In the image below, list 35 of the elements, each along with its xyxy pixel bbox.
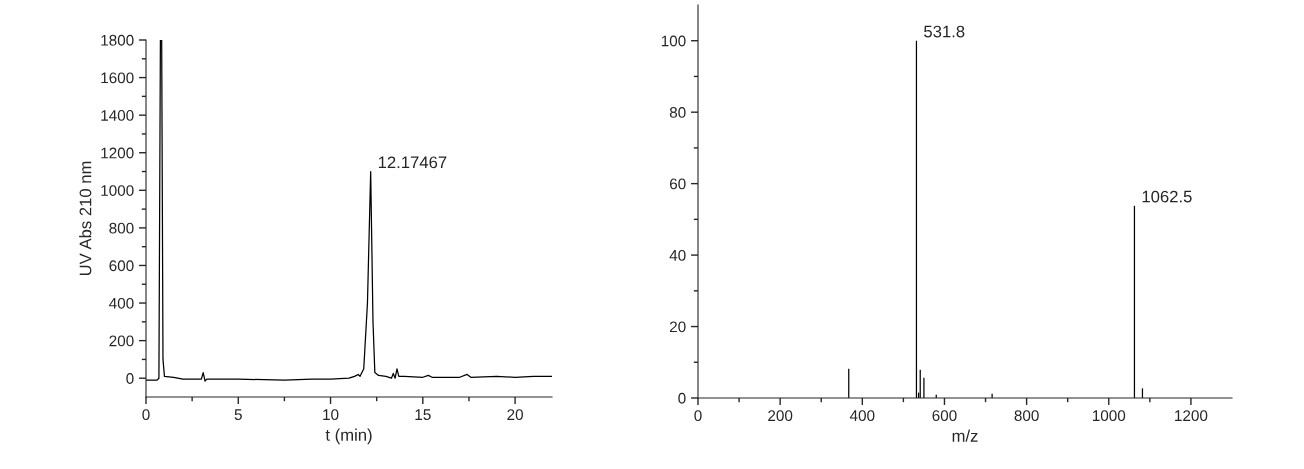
x-tick-label: 800	[1014, 410, 1039, 422]
x-tick-label: 600	[932, 410, 957, 422]
x-tick-label: 200	[768, 410, 793, 422]
y-axis-title: UV Abs 210 nm	[79, 161, 92, 276]
y-tick-label: 400	[109, 297, 134, 309]
y-tick-label: 1400	[101, 110, 134, 121]
y-tick-label: 0	[678, 392, 686, 404]
x-axis-title: t (min)	[325, 428, 372, 445]
y-tick-label: 80	[669, 107, 686, 118]
y-tick-label: 60	[669, 178, 686, 190]
line-series	[146, 40, 552, 382]
x-tick-label: 0	[694, 410, 702, 422]
y-tick-label: 40	[669, 249, 686, 261]
y-tick-label: 600	[109, 260, 134, 272]
x-tick-label: 15	[415, 409, 431, 421]
y-tick-label: 800	[109, 222, 134, 234]
y-tick-label: 1600	[101, 72, 134, 84]
y-tick-label: 20	[669, 321, 686, 333]
y-tick-label: 0	[126, 373, 134, 384]
annotation: 12.17467	[378, 156, 447, 169]
y-tick-label: 100	[661, 35, 686, 47]
x-tick-label: 1000	[1092, 410, 1126, 422]
y-tick-label: 200	[109, 335, 134, 347]
y-tick-label: 1200	[101, 147, 134, 159]
annotation: 1062.5	[1142, 190, 1192, 203]
x-axis-title: m/z	[952, 429, 978, 442]
x-tick-label: 400	[849, 410, 875, 422]
y-tick-label: 1800	[101, 34, 134, 46]
x-tick-label: 5	[234, 409, 242, 421]
annotation: 531.8	[924, 25, 965, 38]
x-tick-label: 1200	[1175, 410, 1208, 422]
x-tick-label: 10	[323, 409, 339, 421]
x-tick-label: 20	[507, 409, 523, 421]
x-tick-label: 0	[142, 409, 150, 421]
y-tick-label: 1000	[101, 185, 134, 196]
